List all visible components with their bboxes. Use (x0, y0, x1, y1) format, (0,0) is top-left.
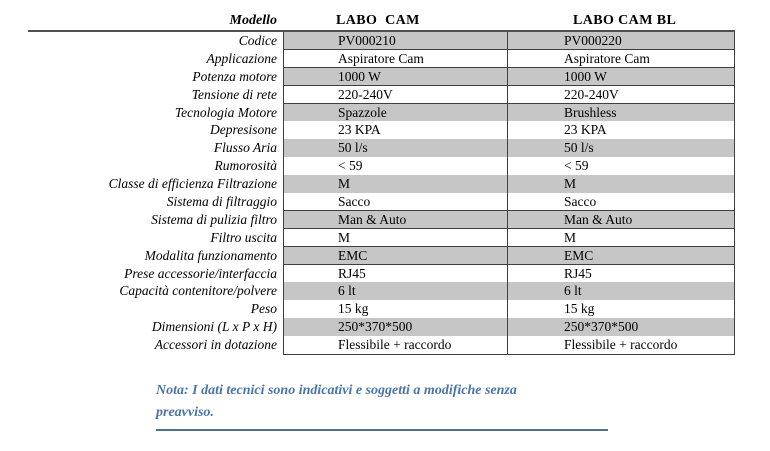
value-cell-col1: PV000210 (283, 32, 507, 51)
table-row: Filtro uscita M M (0, 228, 735, 248)
table-row: Codice PV000210 PV000220 (0, 32, 735, 51)
table-row: Peso 15 kg 15 kg (0, 300, 735, 319)
value-cell-col1: Flessibile + raccordo (283, 336, 507, 355)
table-row: Sistema di pulizia filtro Man & Auto Man &… (0, 210, 735, 230)
row-label: Sistema di filtraggio (166, 194, 277, 210)
row-label: Dimensioni (L x P x H) (151, 319, 277, 335)
table-row: Capacità contenitore/polvere 6 lt 6 lt (0, 282, 735, 301)
value-cell-col1: M (283, 175, 507, 194)
value-cell-col1: 15 kg (283, 300, 507, 319)
value-cell-col1: M (283, 228, 507, 248)
table-row: Modalita funzionamento EMC EMC (0, 246, 735, 266)
row-label: Modalita funzionamento (144, 247, 277, 263)
header-model-col2: LABO CAM BL (573, 13, 677, 28)
value-cell-col2: M (507, 228, 735, 248)
value-cell-col1: Man & Auto (283, 210, 507, 230)
note-text: Nota: I dati tecnici sono indicativi e s… (156, 380, 517, 424)
row-label: Prese accessorie/interfaccia (124, 265, 277, 281)
value-cell-col1: 50 l/s (283, 139, 507, 158)
row-label: Peso (250, 301, 277, 317)
value-cell-col1: Aspiratore Cam (283, 49, 507, 69)
note-line-1: Nota: I dati tecnici sono indicativi e s… (156, 383, 517, 398)
value-cell-col1: 23 KPA (283, 121, 507, 140)
spec-table: Codice PV000210 PV000220 Applicazione Aspira… (0, 32, 735, 355)
table-row: Tecnologia Motore Spazzole Brushless (0, 103, 735, 122)
table-row: Rumorosità < 59 < 59 (0, 157, 735, 176)
row-label: Potenza motore (192, 68, 277, 84)
value-cell-col1: EMC (283, 246, 507, 266)
value-cell-col2: < 59 (507, 157, 735, 176)
value-cell-col2: Man & Auto (507, 210, 735, 230)
row-label: Applicazione (206, 50, 278, 66)
table-row: Potenza motore 1000 W 1000 W (0, 67, 735, 87)
value-cell-col2: M (507, 175, 735, 194)
value-cell-col2: PV000220 (507, 32, 735, 51)
value-cell-col2: 6 lt (507, 282, 735, 301)
value-cell-col2: RJ45 (507, 264, 735, 283)
row-label: Sistema di pulizia filtro (151, 211, 277, 227)
value-cell-col1: Sacco (283, 193, 507, 212)
table-row: Dimensioni (L x P x H) 250*370*500 250*370… (0, 318, 735, 337)
row-label: Filtro uscita (210, 229, 277, 245)
row-label: Depresisone (210, 122, 277, 138)
note-underline (156, 429, 608, 431)
row-label: Classe di efficienza Filtrazione (108, 176, 277, 192)
row-label: Capacità contenitore/polvere (119, 283, 277, 299)
value-cell-col2: 250*370*500 (507, 318, 735, 337)
table-row: Applicazione Aspiratore Cam Aspiratore Cam (0, 49, 735, 69)
row-label: Tecnologia Motore (174, 104, 277, 120)
table-row: Accessori in dotazione Flessibile + racco… (0, 336, 735, 355)
value-cell-col1: 220-240V (283, 85, 507, 105)
table-row: Sistema di filtraggio Sacco Sacco (0, 193, 735, 212)
value-cell-col1: 250*370*500 (283, 318, 507, 337)
table-row: Tensione di rete 220-240V 220-240V (0, 85, 735, 105)
value-cell-col2: EMC (507, 246, 735, 266)
value-cell-col2: Brushless (507, 103, 735, 122)
table-row: Flusso Aria 50 l/s 50 l/s (0, 139, 735, 158)
header-model-col1: LABO CAM (336, 13, 420, 28)
value-cell-col2: 50 l/s (507, 139, 735, 158)
row-label: Rumorosità (214, 158, 277, 174)
value-cell-col1: RJ45 (283, 264, 507, 283)
value-cell-col1: < 59 (283, 157, 507, 176)
value-cell-col2: 23 KPA (507, 121, 735, 140)
row-label: Accessori in dotazione (154, 337, 277, 353)
table-row: Prese accessorie/interfaccia RJ45 RJ45 (0, 264, 735, 283)
row-label: Flusso Aria (213, 140, 277, 156)
value-cell-col1: 6 lt (283, 282, 507, 301)
header-rule (28, 30, 735, 32)
table-row: Classe di efficienza Filtrazione M M (0, 175, 735, 194)
header-model-label: Modello (229, 13, 277, 28)
table-header-row: Modello LABO CAM LABO CAM BL (0, 11, 735, 30)
table-row: Depresisone 23 KPA 23 KPA (0, 121, 735, 140)
value-cell-col2: 220-240V (507, 85, 735, 105)
value-cell-col1: Spazzole (283, 103, 507, 122)
row-label: Codice (238, 33, 277, 48)
value-cell-col2: Aspiratore Cam (507, 49, 735, 69)
value-cell-col1: 1000 W (283, 67, 507, 87)
value-cell-col2: 1000 W (507, 67, 735, 87)
note-line-2: preavviso. (156, 405, 214, 420)
value-cell-col2: Flessibile + raccordo (507, 336, 735, 355)
row-label: Tensione di rete (191, 86, 277, 102)
value-cell-col2: Sacco (507, 193, 735, 212)
value-cell-col2: 15 kg (507, 300, 735, 319)
